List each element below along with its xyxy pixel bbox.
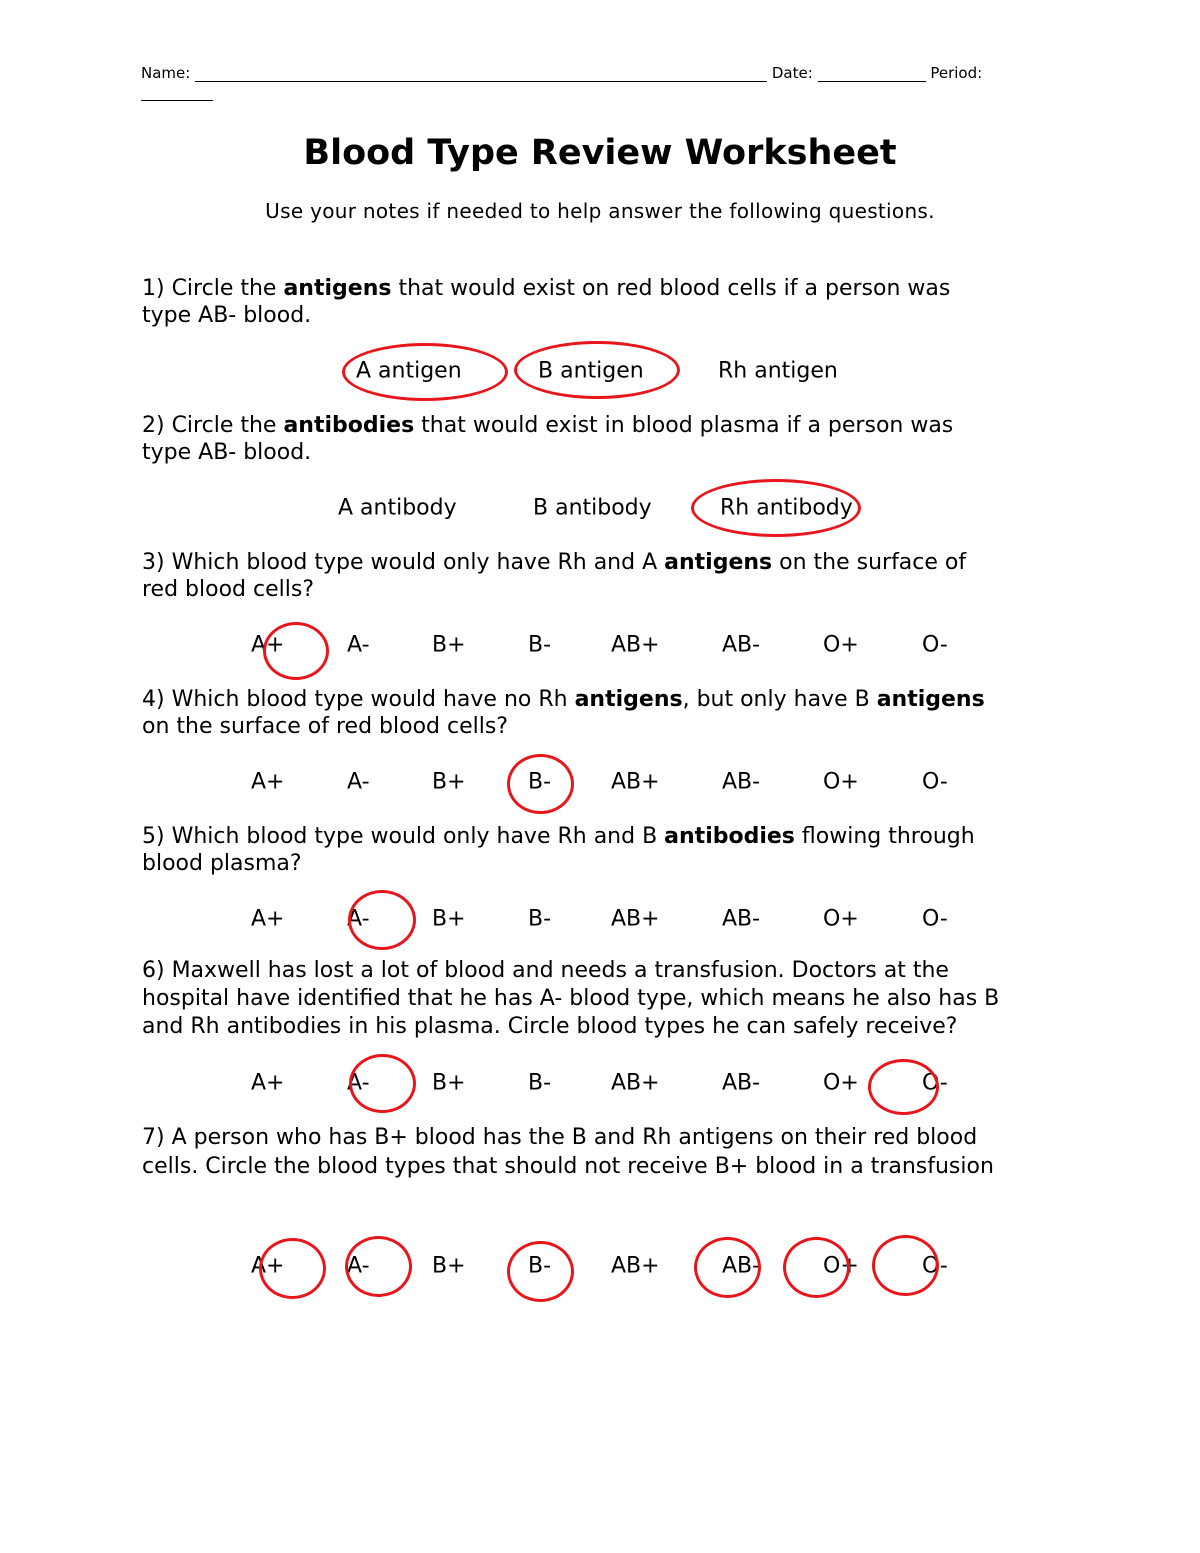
instructions: Use your notes if needed to help answer … [265, 199, 935, 223]
date-field[interactable] [817, 65, 926, 82]
option-blood-type[interactable]: AB+ [611, 769, 660, 795]
option-blood-type[interactable]: O- [922, 632, 948, 658]
option-blood-type[interactable]: A- [347, 1070, 370, 1096]
option-blood-type[interactable]: A+ [251, 906, 285, 932]
option-blood-type[interactable]: O+ [823, 632, 859, 658]
option-b-antibody[interactable]: B antibody [533, 495, 652, 521]
option-blood-type[interactable]: B+ [432, 906, 466, 932]
name-field[interactable] [195, 65, 768, 82]
question-7: 7) A person who has B+ blood has the B a… [142, 1125, 994, 1179]
option-blood-type[interactable]: AB+ [611, 1070, 660, 1096]
date-label: Date: [771, 64, 813, 82]
option-blood-type[interactable]: AB- [722, 1253, 761, 1279]
question-3: 3) Which blood type would only have Rh a… [142, 550, 967, 602]
option-blood-type[interactable]: A+ [251, 632, 285, 658]
option-blood-type[interactable]: O- [922, 769, 948, 795]
option-blood-type[interactable]: B- [528, 1070, 552, 1096]
question-6: 6) Maxwell has lost a lot of blood and n… [142, 958, 1000, 1039]
option-blood-type[interactable]: B+ [432, 632, 466, 658]
option-blood-type[interactable]: B+ [432, 1070, 466, 1096]
option-a-antigen[interactable]: A antigen [356, 358, 462, 384]
question-1: 1) Circle the antigens that would exist … [142, 276, 951, 328]
option-blood-type[interactable]: B+ [432, 1253, 466, 1279]
option-blood-type[interactable]: A+ [251, 1070, 285, 1096]
option-blood-type[interactable]: A+ [251, 769, 285, 795]
option-blood-type[interactable]: O+ [823, 769, 859, 795]
option-rh-antigen[interactable]: Rh antigen [718, 358, 838, 384]
option-blood-type[interactable]: O+ [823, 1070, 859, 1096]
option-blood-type[interactable]: B- [528, 632, 552, 658]
option-blood-type[interactable]: AB+ [611, 906, 660, 932]
period-field[interactable] [141, 84, 213, 101]
option-blood-type[interactable]: AB- [722, 906, 761, 932]
option-blood-type[interactable]: AB- [722, 632, 761, 658]
option-blood-type[interactable]: O- [922, 1253, 948, 1279]
option-blood-type[interactable]: AB- [722, 1070, 761, 1096]
option-blood-type[interactable]: A- [347, 906, 370, 932]
option-blood-type[interactable]: O- [922, 906, 948, 932]
period-label: Period: [930, 64, 983, 82]
option-blood-type[interactable]: O- [922, 1070, 948, 1096]
option-blood-type[interactable]: A- [347, 1253, 370, 1279]
header-fields: Name: Date: Period: [141, 64, 982, 82]
option-blood-type[interactable]: B+ [432, 769, 466, 795]
option-blood-type[interactable]: A- [347, 632, 370, 658]
question-2: 2) Circle the antibodies that would exis… [142, 413, 954, 465]
option-blood-type[interactable]: AB+ [611, 632, 660, 658]
option-blood-type[interactable]: O+ [823, 906, 859, 932]
option-blood-type[interactable]: A+ [251, 1253, 285, 1279]
option-blood-type[interactable]: B- [528, 1253, 552, 1279]
option-blood-type[interactable]: AB+ [611, 1253, 660, 1279]
option-blood-type[interactable]: O+ [823, 1253, 859, 1279]
question-4: 4) Which blood type would have no Rh ant… [142, 687, 985, 739]
option-blood-type[interactable]: B- [528, 769, 552, 795]
option-blood-type[interactable]: B- [528, 906, 552, 932]
option-a-antibody[interactable]: A antibody [338, 495, 457, 521]
option-blood-type[interactable]: A- [347, 769, 370, 795]
option-blood-type[interactable]: AB- [722, 769, 761, 795]
page-title: Blood Type Review Worksheet [303, 133, 897, 173]
option-rh-antibody[interactable]: Rh antibody [720, 495, 853, 521]
question-5: 5) Which blood type would only have Rh a… [142, 824, 975, 876]
name-label: Name: [141, 64, 191, 82]
option-b-antigen[interactable]: B antigen [538, 358, 644, 384]
